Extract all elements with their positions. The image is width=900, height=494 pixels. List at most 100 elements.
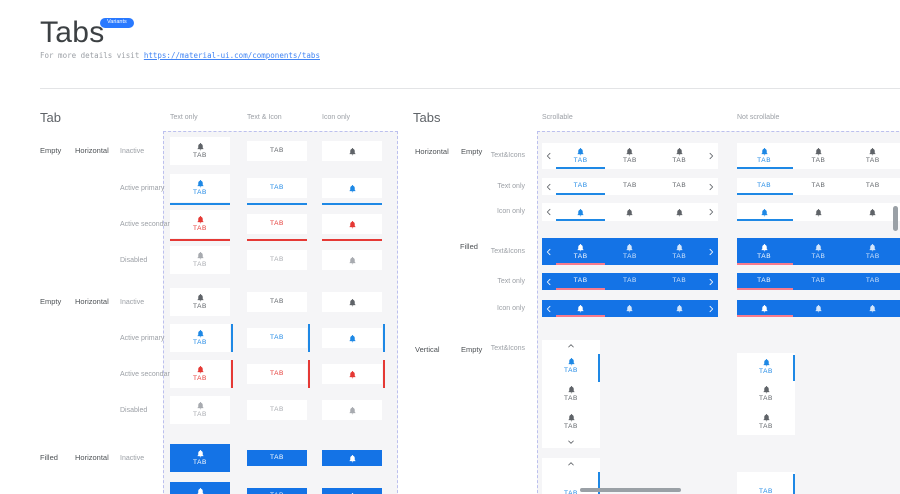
material-ui-link[interactable]: https://material-ui.com/components/tabs bbox=[143, 51, 320, 60]
tab-label: TAB bbox=[865, 182, 880, 190]
scroll-right-icon[interactable] bbox=[704, 178, 718, 195]
tab[interactable]: TAB bbox=[655, 143, 704, 169]
tab[interactable] bbox=[605, 300, 654, 317]
tab-specimen-icon[interactable] bbox=[322, 450, 382, 466]
tab-specimen-icon[interactable] bbox=[322, 214, 382, 234]
scroll-right-icon[interactable] bbox=[704, 143, 718, 169]
tab-specimen-texticon[interactable]: TAB bbox=[170, 482, 230, 494]
page-title: Tabs bbox=[40, 16, 105, 49]
tab-specimen-icon[interactable] bbox=[322, 400, 382, 420]
tab-specimen-text[interactable]: TAB bbox=[247, 450, 307, 466]
tab-specimen-text[interactable]: TAB bbox=[247, 292, 307, 312]
tab[interactable]: TAB bbox=[791, 273, 845, 290]
tab-specimen-text[interactable]: TAB bbox=[247, 250, 307, 270]
tab-specimen-text[interactable]: TAB bbox=[247, 214, 307, 234]
tab-specimen-icon[interactable] bbox=[322, 250, 382, 270]
tab[interactable] bbox=[655, 300, 704, 317]
tab[interactable]: TAB bbox=[791, 238, 845, 265]
tab-specimen-texticon[interactable]: TAB bbox=[170, 324, 230, 352]
active-indicator-underline bbox=[170, 203, 230, 205]
horizontal-scrollbar-thumb[interactable] bbox=[580, 488, 681, 492]
tab-active[interactable] bbox=[556, 300, 605, 317]
tab-active[interactable]: TAB bbox=[542, 470, 600, 494]
tab[interactable]: TAB bbox=[542, 408, 600, 436]
scroll-right-icon[interactable] bbox=[704, 203, 718, 221]
tab[interactable] bbox=[791, 300, 845, 317]
tab[interactable]: TAB bbox=[846, 178, 900, 195]
tab[interactable]: TAB bbox=[737, 380, 795, 407]
tab-specimen-text[interactable]: TAB bbox=[247, 488, 307, 494]
tab[interactable]: TAB bbox=[605, 178, 654, 195]
tab[interactable]: TAB bbox=[605, 273, 654, 290]
tab-specimen-icon[interactable] bbox=[322, 178, 382, 198]
tab-specimen-texticon[interactable]: TAB bbox=[170, 246, 230, 274]
tab-active[interactable]: TAB bbox=[556, 143, 605, 169]
tab-active[interactable]: TAB bbox=[556, 178, 605, 195]
tab[interactable]: TAB bbox=[542, 380, 600, 408]
tab-active[interactable]: TAB bbox=[542, 352, 600, 380]
tab[interactable] bbox=[655, 203, 704, 221]
bell-icon bbox=[576, 243, 585, 252]
scroll-up-icon[interactable] bbox=[542, 340, 600, 352]
tab-specimen-icon[interactable] bbox=[322, 488, 382, 494]
tab-specimen-texticon[interactable]: TAB bbox=[170, 360, 230, 388]
tab-specimen-texticon[interactable]: TAB bbox=[170, 444, 230, 472]
tab-active[interactable]: TAB bbox=[737, 238, 791, 265]
tab[interactable] bbox=[605, 203, 654, 221]
tab[interactable]: TAB bbox=[655, 238, 704, 265]
tab-label: TAB bbox=[623, 182, 637, 190]
tab[interactable]: TAB bbox=[846, 273, 900, 290]
tab-specimen-text[interactable]: TAB bbox=[247, 400, 307, 420]
scroll-right-icon[interactable] bbox=[704, 300, 718, 317]
tab-specimen-texticon[interactable]: TAB bbox=[170, 210, 230, 238]
tab[interactable]: TAB bbox=[737, 408, 795, 435]
tab-specimen-text[interactable]: TAB bbox=[247, 141, 307, 161]
tab-specimen-text[interactable]: TAB bbox=[247, 178, 307, 198]
scroll-right-icon[interactable] bbox=[704, 238, 718, 265]
tab[interactable]: TAB bbox=[791, 143, 845, 169]
tab-specimen-texticon[interactable]: TAB bbox=[170, 174, 230, 202]
tab-active[interactable]: TAB bbox=[737, 472, 795, 494]
scroll-down-icon[interactable] bbox=[542, 436, 600, 448]
tab-specimen-icon[interactable] bbox=[322, 141, 382, 161]
tab-active[interactable]: TAB bbox=[556, 273, 605, 290]
scroll-left-icon[interactable] bbox=[542, 178, 556, 195]
scroll-left-icon[interactable] bbox=[542, 143, 556, 169]
tab-active[interactable] bbox=[737, 300, 791, 317]
tab-active[interactable]: TAB bbox=[737, 353, 795, 380]
tab[interactable]: TAB bbox=[655, 273, 704, 290]
tab-active[interactable]: TAB bbox=[556, 238, 605, 265]
tab-specimen-icon[interactable] bbox=[322, 328, 382, 348]
tab-specimen-texticon[interactable]: TAB bbox=[170, 396, 230, 424]
scroll-left-icon[interactable] bbox=[542, 300, 556, 317]
scroll-left-icon[interactable] bbox=[542, 203, 556, 221]
tab-specimen-texticon[interactable]: TAB bbox=[170, 288, 230, 316]
tab-active[interactable] bbox=[737, 203, 791, 221]
tab[interactable] bbox=[846, 300, 900, 317]
tab[interactable]: TAB bbox=[655, 178, 704, 195]
tab-specimen-icon[interactable] bbox=[322, 292, 382, 312]
bell-icon bbox=[675, 304, 684, 313]
tab[interactable] bbox=[791, 203, 845, 221]
tab-specimen-icon[interactable] bbox=[322, 364, 382, 384]
tab-specimen-text[interactable]: TAB bbox=[247, 328, 307, 348]
tab[interactable]: TAB bbox=[846, 143, 900, 169]
scroll-right-icon[interactable] bbox=[704, 273, 718, 290]
tab-specimen-text[interactable]: TAB bbox=[247, 364, 307, 384]
tab-active[interactable]: TAB bbox=[737, 178, 791, 195]
tab[interactable]: TAB bbox=[605, 238, 654, 265]
scroll-up-icon[interactable] bbox=[542, 458, 600, 470]
tab[interactable]: TAB bbox=[846, 238, 900, 265]
tab-active[interactable] bbox=[556, 203, 605, 221]
tab-active[interactable]: TAB bbox=[737, 273, 791, 290]
tab-label: TAB bbox=[270, 146, 284, 154]
active-indicator-side bbox=[793, 474, 795, 494]
vertical-scrollbar-thumb[interactable] bbox=[893, 206, 898, 231]
tab[interactable]: TAB bbox=[605, 143, 654, 169]
tab-active[interactable]: TAB bbox=[737, 143, 791, 169]
tab[interactable]: TAB bbox=[791, 178, 845, 195]
tab-specimen-texticon[interactable]: TAB bbox=[170, 137, 230, 165]
scroll-left-icon[interactable] bbox=[542, 238, 556, 265]
tab[interactable] bbox=[846, 203, 900, 221]
scroll-left-icon[interactable] bbox=[542, 273, 556, 290]
